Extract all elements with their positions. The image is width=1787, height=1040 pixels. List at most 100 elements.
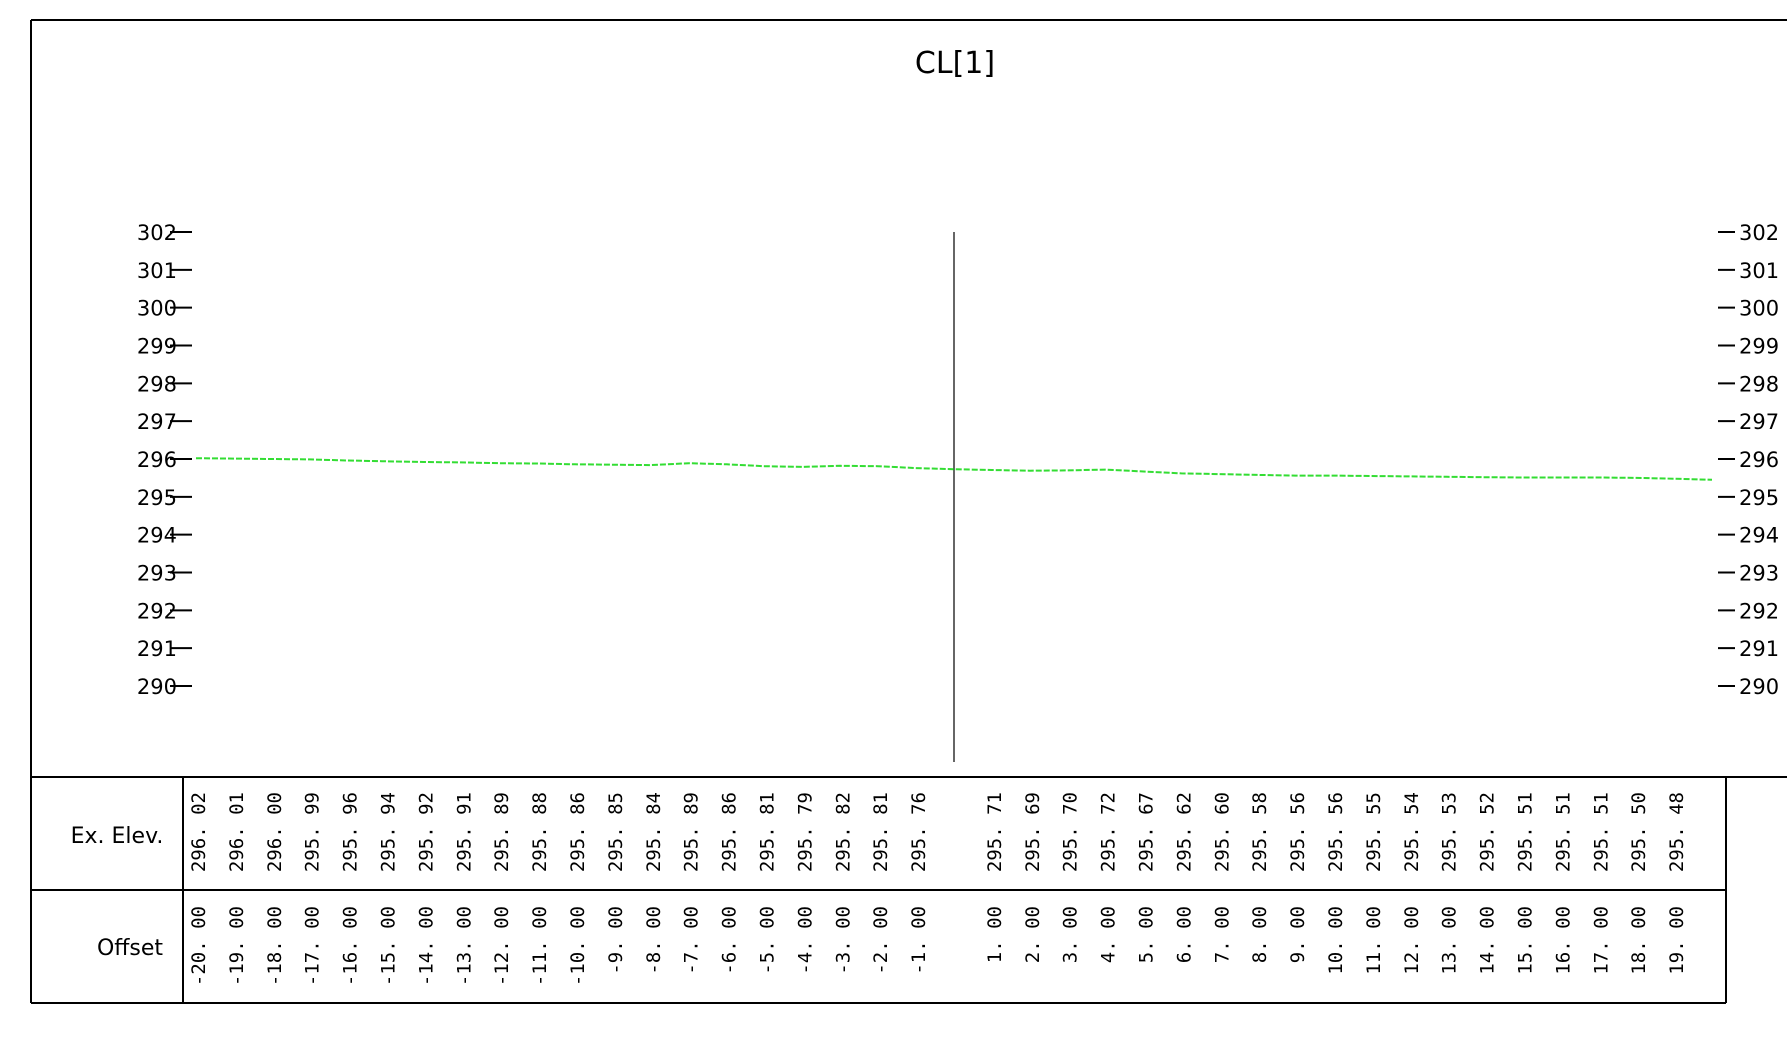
elevation-value: 295. 51 bbox=[1515, 792, 1537, 872]
elevation-value: 295. 54 bbox=[1401, 792, 1423, 872]
elevation-value: 295. 56 bbox=[1325, 792, 1347, 872]
offset-value: 4. 00 bbox=[1098, 906, 1120, 963]
y-tick-label-left: 301 bbox=[137, 259, 177, 283]
elevation-value: 295. 88 bbox=[529, 792, 551, 872]
elevation-value: 295. 51 bbox=[1590, 792, 1612, 872]
offset-value: 7. 00 bbox=[1211, 906, 1233, 963]
offset-value: -17. 00 bbox=[302, 906, 324, 986]
offset-value: -20. 00 bbox=[188, 906, 210, 986]
chart-title: CL[1] bbox=[915, 46, 995, 81]
elevation-value: 295. 62 bbox=[1173, 792, 1195, 872]
elevation-value: 295. 52 bbox=[1477, 792, 1499, 872]
y-tick-label-left: 295 bbox=[137, 486, 177, 510]
elevation-value: 295. 86 bbox=[567, 792, 589, 872]
offset-value: 15. 00 bbox=[1515, 906, 1537, 975]
y-tick-label-right: 301 bbox=[1739, 259, 1779, 283]
offset-value: -18. 00 bbox=[264, 906, 286, 986]
offset-value: -5. 00 bbox=[757, 906, 779, 975]
y-tick-label-left: 294 bbox=[137, 524, 177, 548]
offset-value: 2. 00 bbox=[1022, 906, 1044, 963]
offset-value: -6. 00 bbox=[719, 906, 741, 975]
elevation-value: 295. 67 bbox=[1136, 792, 1158, 872]
y-tick-label-right: 290 bbox=[1739, 675, 1779, 699]
elevation-value: 295. 92 bbox=[415, 792, 437, 872]
offset-value: -12. 00 bbox=[491, 906, 513, 986]
y-tick-label-right: 300 bbox=[1739, 297, 1779, 321]
elevation-value: 295. 84 bbox=[643, 792, 665, 872]
offset-value: -10. 00 bbox=[567, 906, 589, 986]
elevation-value: 296. 01 bbox=[226, 792, 248, 872]
y-tick-label-right: 291 bbox=[1739, 637, 1779, 661]
offset-value: 1. 00 bbox=[984, 906, 1006, 963]
offset-value: -1. 00 bbox=[908, 906, 930, 975]
elevation-value: 295. 55 bbox=[1363, 792, 1385, 872]
offset-row-label: Offset bbox=[97, 936, 163, 961]
elevation-value: 295. 82 bbox=[832, 792, 854, 872]
elevation-value: 295. 71 bbox=[984, 792, 1006, 872]
offset-value: -11. 00 bbox=[529, 906, 551, 986]
elevation-value: 295. 58 bbox=[1249, 792, 1271, 872]
offset-value: -9. 00 bbox=[605, 906, 627, 975]
y-tick-label-right: 294 bbox=[1739, 524, 1779, 548]
y-tick-label-left: 292 bbox=[137, 599, 177, 623]
y-tick-label-left: 291 bbox=[137, 637, 177, 661]
elevation-row-label: Ex. Elev. bbox=[71, 824, 164, 849]
offset-value: 6. 00 bbox=[1173, 906, 1195, 963]
elevation-value: 295. 70 bbox=[1060, 792, 1082, 872]
y-axis-right: 290 291 292 293 294 295 296 297 298 299 300 301 302 bbox=[1718, 221, 1779, 699]
elevation-value: 295. 60 bbox=[1211, 792, 1233, 872]
elevation-value: 295. 76 bbox=[908, 792, 930, 872]
offset-value: -16. 00 bbox=[340, 906, 362, 986]
y-tick-label-left: 299 bbox=[137, 335, 177, 359]
y-tick-label-right: 297 bbox=[1739, 410, 1779, 434]
elevation-value: 295. 96 bbox=[340, 792, 362, 872]
y-tick-label-right: 302 bbox=[1739, 221, 1779, 245]
elevation-value: 295. 91 bbox=[453, 792, 475, 872]
y-tick-label-right: 295 bbox=[1739, 486, 1779, 510]
elevation-value: 295. 81 bbox=[757, 792, 779, 872]
offset-value: 10. 00 bbox=[1325, 906, 1347, 975]
elevation-value: 295. 94 bbox=[378, 792, 400, 872]
elevation-value: 295. 79 bbox=[794, 792, 816, 872]
elevation-value: 295. 56 bbox=[1287, 792, 1309, 872]
y-tick-label-right: 296 bbox=[1739, 448, 1779, 472]
offset-value: -13. 00 bbox=[453, 906, 475, 986]
elevation-value: 295. 89 bbox=[491, 792, 513, 872]
offset-labels: -20. 00 -19. 00 -18. 00 -17. 00 -16. 00 -15. … bbox=[188, 906, 1688, 986]
y-tick-label-left: 297 bbox=[137, 410, 177, 434]
elevation-value: 295. 53 bbox=[1439, 792, 1461, 872]
offset-value: -15. 00 bbox=[378, 906, 400, 986]
offset-value: -4. 00 bbox=[794, 906, 816, 975]
offset-value: 19. 00 bbox=[1666, 906, 1688, 975]
offset-value: 3. 00 bbox=[1060, 906, 1082, 963]
elevation-value: 296. 00 bbox=[264, 792, 286, 872]
elevation-value: 295. 48 bbox=[1666, 792, 1688, 872]
elevation-value: 295. 85 bbox=[605, 792, 627, 872]
elevation-labels: 296. 02 296. 01 296. 00 295. 99 295. 96 295. … bbox=[188, 792, 1688, 872]
offset-value: 12. 00 bbox=[1401, 906, 1423, 975]
offset-value: 11. 00 bbox=[1363, 906, 1385, 975]
y-tick-label-left: 302 bbox=[137, 221, 177, 245]
offset-value: -14. 00 bbox=[415, 906, 437, 986]
elevation-value: 295. 81 bbox=[870, 792, 892, 872]
elevation-value: 295. 89 bbox=[681, 792, 703, 872]
y-tick-label-right: 293 bbox=[1739, 562, 1779, 586]
offset-value: -7. 00 bbox=[681, 906, 703, 975]
y-tick-label-left: 300 bbox=[137, 297, 177, 321]
offset-value: 8. 00 bbox=[1249, 906, 1271, 963]
y-tick-label-left: 293 bbox=[137, 562, 177, 586]
y-tick-label-left: 290 bbox=[137, 675, 177, 699]
y-axis-left: 290 291 292 293 294 295 296 297 298 299 300 301 302 bbox=[137, 221, 192, 699]
offset-value: -8. 00 bbox=[643, 906, 665, 975]
y-tick-label-left: 296 bbox=[137, 448, 177, 472]
y-tick-label-right: 299 bbox=[1739, 335, 1779, 359]
offset-value: 18. 00 bbox=[1628, 906, 1650, 975]
offset-value: 17. 00 bbox=[1590, 906, 1612, 975]
elevation-value: 295. 86 bbox=[719, 792, 741, 872]
offset-value: 13. 00 bbox=[1439, 906, 1461, 975]
elevation-value: 296. 02 bbox=[188, 792, 210, 872]
elevation-value: 295. 72 bbox=[1098, 792, 1120, 872]
y-tick-label-right: 298 bbox=[1739, 372, 1779, 396]
